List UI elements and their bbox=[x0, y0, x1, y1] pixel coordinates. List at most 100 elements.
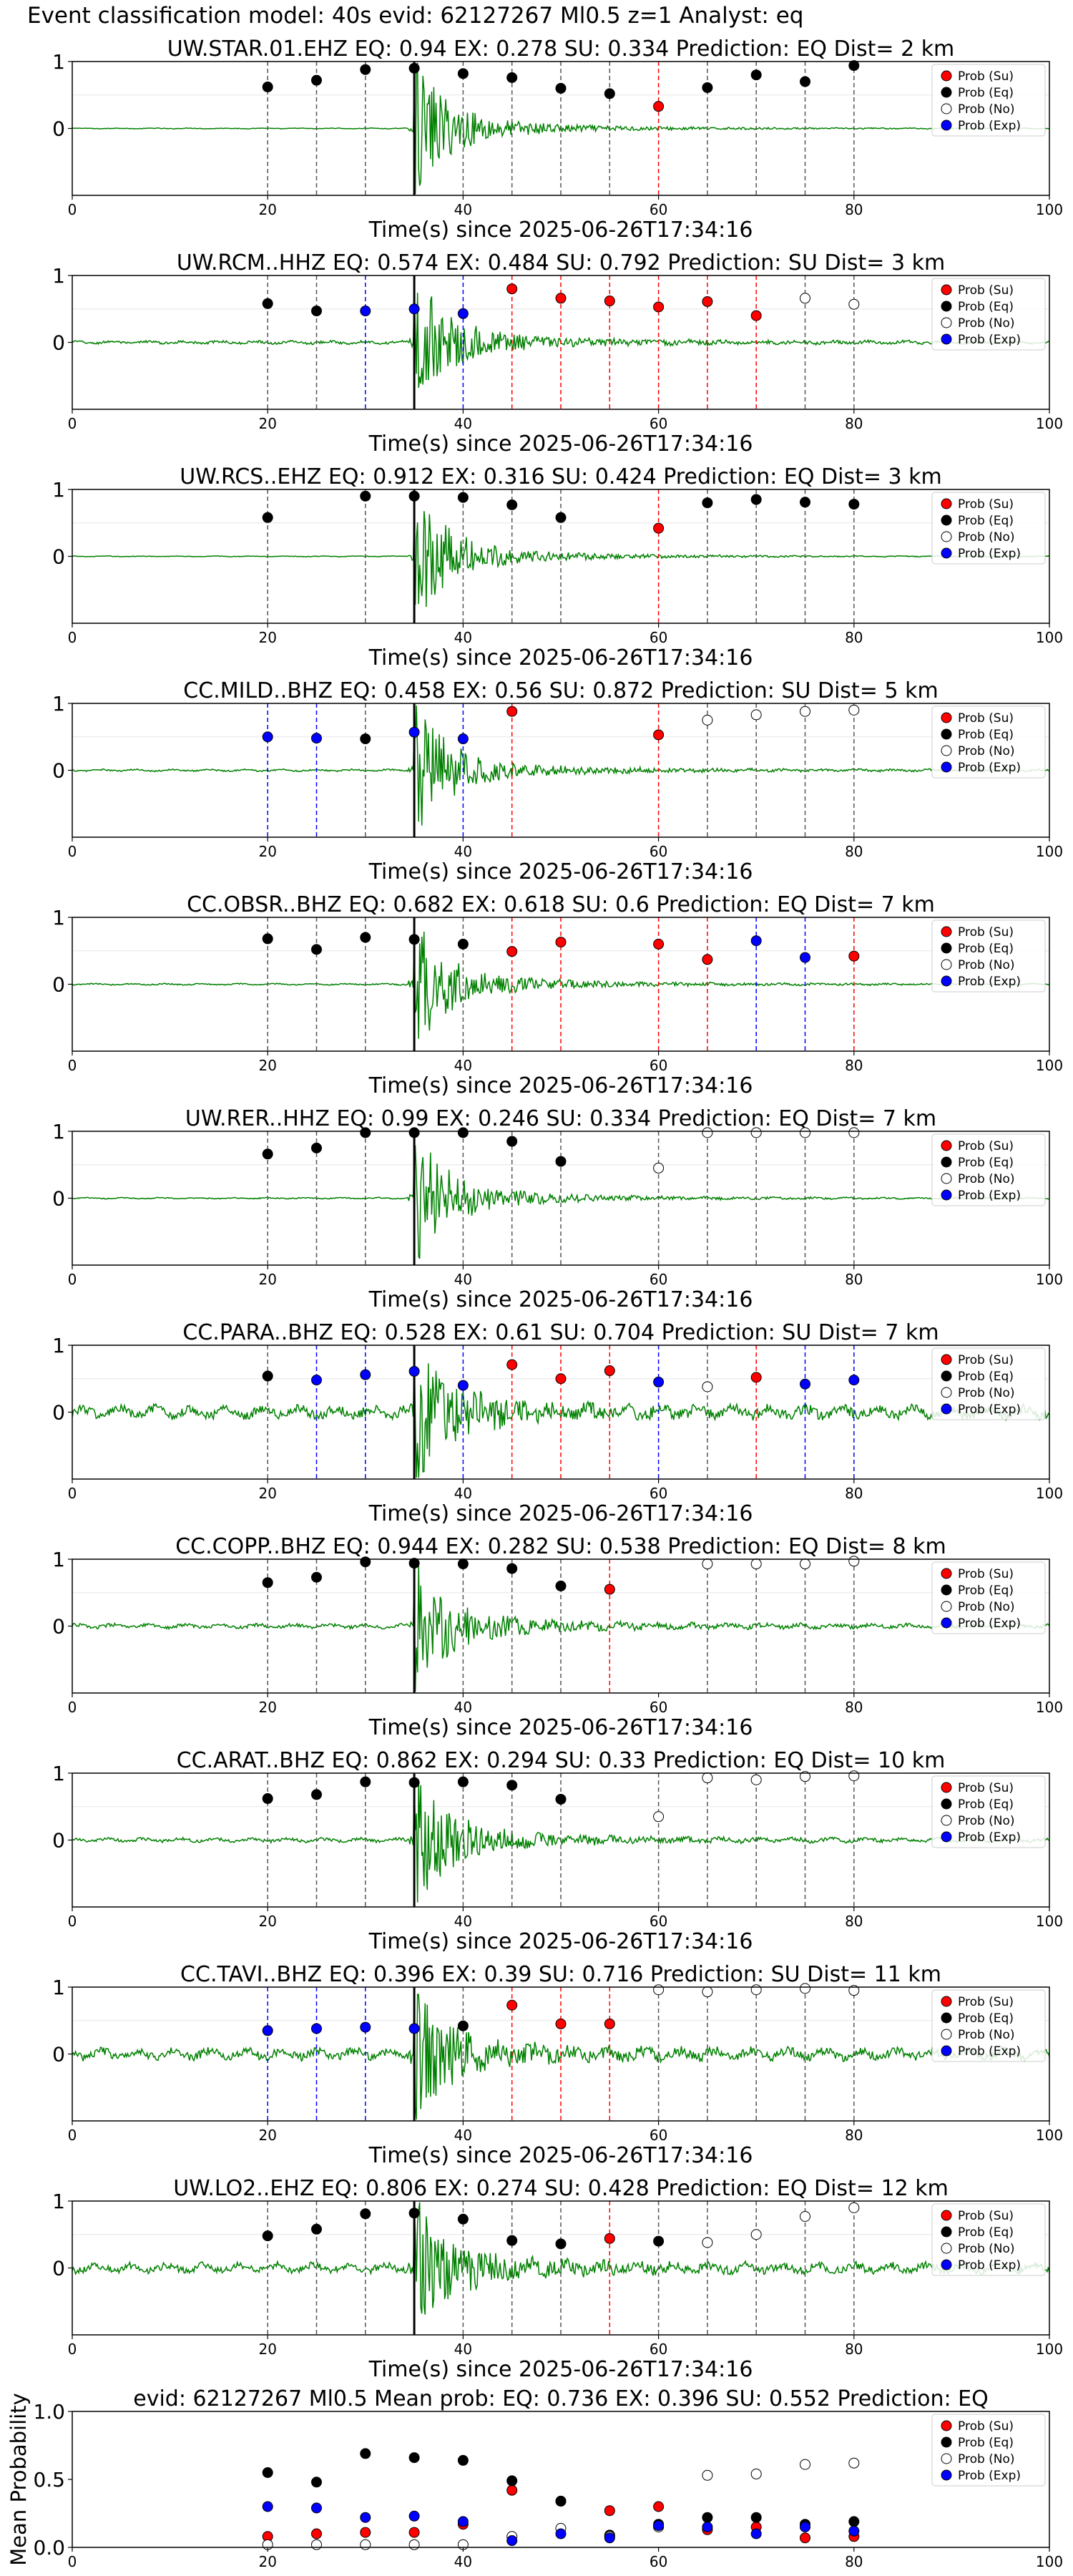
prob-marker-no bbox=[750, 1558, 762, 1570]
prob-marker-exp bbox=[311, 733, 322, 744]
legend-marker-eq bbox=[941, 1798, 952, 1810]
prob-marker-eq bbox=[408, 2207, 420, 2219]
legend-marker-exp bbox=[941, 1189, 952, 1201]
legend-label: Prob (Su) bbox=[958, 711, 1014, 726]
legend-marker-eq bbox=[941, 1584, 952, 1596]
mean-marker-su bbox=[604, 2505, 615, 2517]
legend-label: Prob (No) bbox=[958, 102, 1015, 117]
prob-marker-su bbox=[604, 296, 615, 307]
prob-marker-exp bbox=[848, 1375, 860, 1386]
station-panel-4: CC.MILD..BHZ EQ: 0.458 EX: 0.56 SU: 0.87… bbox=[52, 678, 1063, 884]
legend-label: Prob (Su) bbox=[958, 69, 1014, 84]
prob-marker-exp bbox=[311, 2023, 322, 2034]
panel-title: UW.RCS..EHZ EQ: 0.912 EX: 0.316 SU: 0.42… bbox=[180, 464, 942, 489]
prob-marker-su bbox=[506, 706, 518, 717]
legend-label: Prob (No) bbox=[958, 958, 1015, 972]
x-tick-label: 80 bbox=[845, 1057, 863, 1074]
prob-marker-no bbox=[800, 1558, 810, 1570]
x-tick-label: 80 bbox=[845, 2553, 863, 2570]
prob-marker-eq bbox=[408, 1127, 420, 1138]
prob-marker-eq bbox=[750, 494, 762, 505]
legend-marker-no bbox=[941, 2453, 952, 2464]
prob-marker-no bbox=[750, 709, 762, 721]
legend-label: Prob (No) bbox=[958, 2242, 1015, 2256]
legend-label: Prob (Eq) bbox=[958, 86, 1014, 100]
legend-marker-no bbox=[941, 531, 952, 542]
legend-label: Prob (Eq) bbox=[958, 1584, 1014, 1598]
prob-marker-eq bbox=[311, 1789, 322, 1800]
legend-marker-no bbox=[941, 103, 952, 114]
legend-label: Prob (Exp) bbox=[958, 1830, 1021, 1845]
mean-probability-panel: evid: 62127267 Ml0.5 Mean prob: EQ: 0.73… bbox=[6, 2386, 1063, 2570]
prob-marker-su bbox=[555, 1373, 567, 1385]
legend-marker-exp bbox=[941, 761, 952, 773]
prob-marker-eq bbox=[848, 499, 860, 510]
prob-marker-su bbox=[604, 2233, 615, 2244]
prob-marker-su bbox=[506, 1999, 518, 2011]
y-tick-label: 1 bbox=[52, 906, 65, 930]
legend-label: Prob (Exp) bbox=[958, 119, 1021, 133]
prob-marker-exp bbox=[750, 935, 762, 947]
prob-marker-no bbox=[750, 1774, 762, 1785]
mean-marker-eq bbox=[848, 2516, 860, 2527]
station-panel-3: UW.RCS..EHZ EQ: 0.912 EX: 0.316 SU: 0.42… bbox=[52, 464, 1063, 670]
legend-box bbox=[931, 64, 1046, 137]
mean-marker-eq bbox=[360, 2448, 371, 2459]
prob-marker-eq bbox=[262, 1577, 273, 1589]
legend-label: Prob (No) bbox=[958, 1172, 1015, 1186]
legend: Prob (Su) Prob (Eq) Prob (No) Prob (Exp) bbox=[931, 64, 1046, 137]
prob-marker-eq bbox=[555, 82, 567, 94]
prob-marker-no bbox=[800, 706, 810, 717]
prob-marker-no bbox=[653, 1984, 665, 1996]
station-panel-11: UW.LO2..EHZ EQ: 0.806 EX: 0.274 SU: 0.42… bbox=[52, 2176, 1063, 2382]
x-tick-label: 40 bbox=[454, 1913, 472, 1930]
legend: Prob (Su) Prob (Eq) Prob (No) Prob (Exp) bbox=[931, 2414, 1046, 2487]
x-axis-label: Time(s) since 2025-06-26T17:34:16 bbox=[368, 1287, 753, 1312]
prob-marker-exp bbox=[408, 303, 420, 315]
legend: Prob (Su) Prob (Eq) Prob (No) Prob (Exp) bbox=[931, 2203, 1046, 2276]
legend-box bbox=[931, 1989, 1046, 2062]
x-tick-label: 0 bbox=[68, 415, 77, 432]
station-panel-6: UW.RER..HHZ EQ: 0.99 EX: 0.246 SU: 0.334… bbox=[52, 1106, 1063, 1312]
mean-marker-eq bbox=[555, 2495, 567, 2507]
legend: Prob (Su) Prob (Eq) Prob (No) Prob (Exp) bbox=[931, 278, 1046, 351]
legend-label: Prob (Eq) bbox=[958, 1797, 1014, 1812]
x-tick-label: 60 bbox=[650, 2553, 667, 2570]
legend-label: Prob (Exp) bbox=[958, 1402, 1021, 1417]
legend-label: Prob (Su) bbox=[958, 925, 1014, 940]
prob-marker-no bbox=[653, 1162, 665, 1174]
prob-marker-eq bbox=[262, 2230, 273, 2242]
legend-label: Prob (No) bbox=[958, 1600, 1015, 1614]
prob-marker-eq bbox=[848, 60, 860, 72]
waveform-trace bbox=[72, 705, 1050, 826]
prob-marker-eq bbox=[408, 1777, 420, 1788]
x-axis-label: Time(s) since 2025-06-26T17:34:16 bbox=[368, 431, 753, 457]
prob-marker-eq bbox=[506, 499, 518, 511]
legend-label: Prob (Exp) bbox=[958, 1189, 1021, 1203]
prob-marker-no bbox=[702, 1986, 713, 1998]
prob-marker-exp bbox=[360, 2021, 371, 2033]
prob-marker-eq bbox=[457, 1776, 469, 1787]
legend-marker-no bbox=[941, 2029, 952, 2040]
x-axis-label: Time(s) since 2025-06-26T17:34:16 bbox=[368, 1929, 753, 1954]
mean-marker-eq bbox=[750, 2512, 762, 2523]
prob-marker-eq bbox=[800, 497, 810, 508]
mean-marker-su bbox=[653, 2501, 665, 2512]
x-tick-label: 100 bbox=[1036, 415, 1063, 432]
legend-marker-su bbox=[941, 1568, 952, 1579]
mean-marker-exp bbox=[604, 2532, 615, 2544]
legend-label: Prob (Su) bbox=[958, 497, 1014, 512]
legend-label: Prob (No) bbox=[958, 2028, 1015, 2042]
legend-label: Prob (Eq) bbox=[958, 514, 1014, 528]
prob-marker-eq bbox=[457, 938, 469, 950]
prob-marker-exp bbox=[800, 1378, 810, 1390]
y-tick-label: 0 bbox=[52, 1615, 65, 1639]
prob-marker-su bbox=[604, 1584, 615, 1595]
prob-marker-no bbox=[800, 1771, 810, 1782]
prob-marker-eq bbox=[506, 2235, 518, 2246]
prob-marker-exp bbox=[408, 2023, 420, 2034]
prob-marker-eq bbox=[653, 2235, 665, 2247]
x-tick-label: 60 bbox=[650, 2341, 667, 2358]
prob-marker-su bbox=[750, 310, 762, 321]
y-tick-label: 0 bbox=[52, 545, 65, 569]
